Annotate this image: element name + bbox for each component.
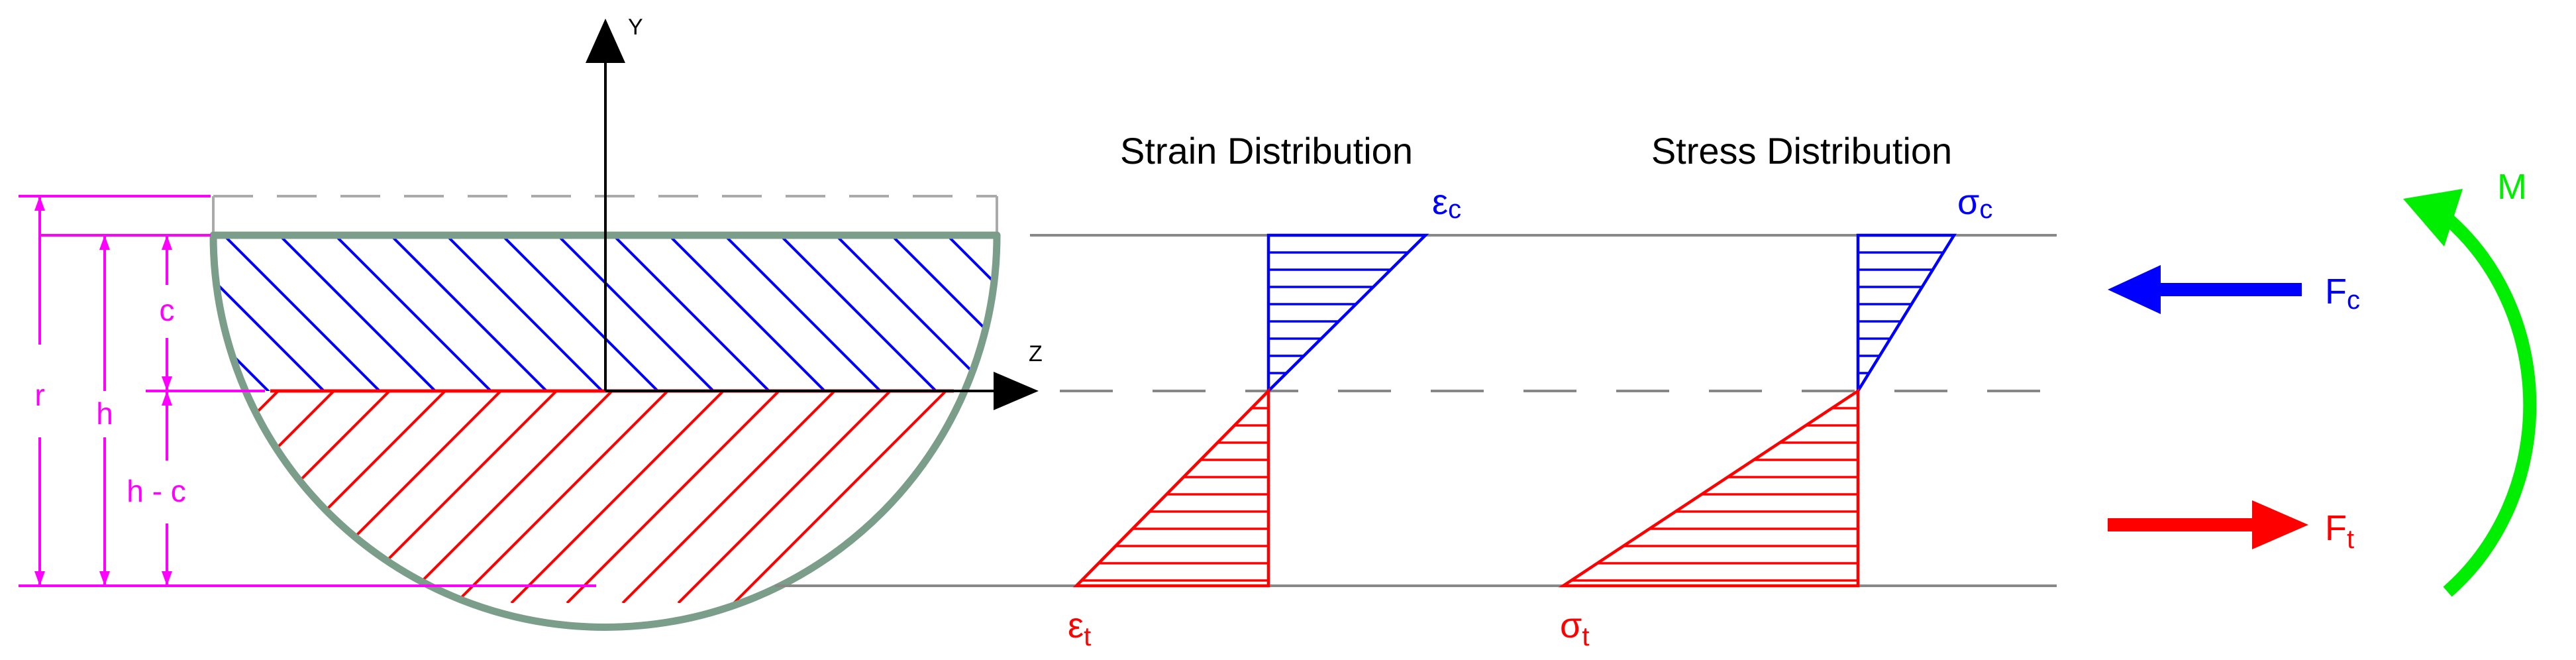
semicircle-outline — [209, 231, 1001, 631]
y-axis-label: Y — [628, 15, 643, 40]
moment-label: M — [2497, 167, 2527, 207]
z-axis-arrowhead — [994, 372, 1039, 410]
dimension-h-label: h — [96, 396, 113, 431]
compression-zone-hatch — [213, 235, 997, 391]
compression-force-arrow — [2108, 265, 2302, 314]
strain-tension-triangle — [1072, 387, 1270, 588]
strain-top-label: εc — [1432, 182, 1461, 224]
dimension-r-label: r — [34, 378, 44, 412]
strain-bottom-label: εt — [1068, 606, 1091, 651]
compression-force-label: Fc — [2325, 272, 2360, 315]
y-axis-arrowhead — [586, 19, 625, 63]
z-axis-label: Z — [1029, 341, 1043, 366]
dimension-h-minus-c-label: h - c — [127, 474, 185, 508]
dimension-arrowheads — [34, 196, 172, 586]
stress-top-label: σc — [1957, 182, 1992, 224]
stress-bottom-label: σt — [1560, 606, 1589, 651]
stress-compression-triangle — [1856, 233, 1957, 396]
tension-force-label: Ft — [2325, 508, 2354, 554]
stress-tension-triangle — [1558, 388, 1860, 588]
dimension-c-label: c — [160, 293, 175, 327]
stress-title: Stress Distribution — [1651, 130, 1952, 172]
moment-arrow — [2403, 189, 2537, 597]
tension-force-arrow — [2108, 500, 2308, 549]
strain-compression-triangle — [1266, 233, 1429, 395]
strain-title: Strain Distribution — [1120, 130, 1413, 172]
